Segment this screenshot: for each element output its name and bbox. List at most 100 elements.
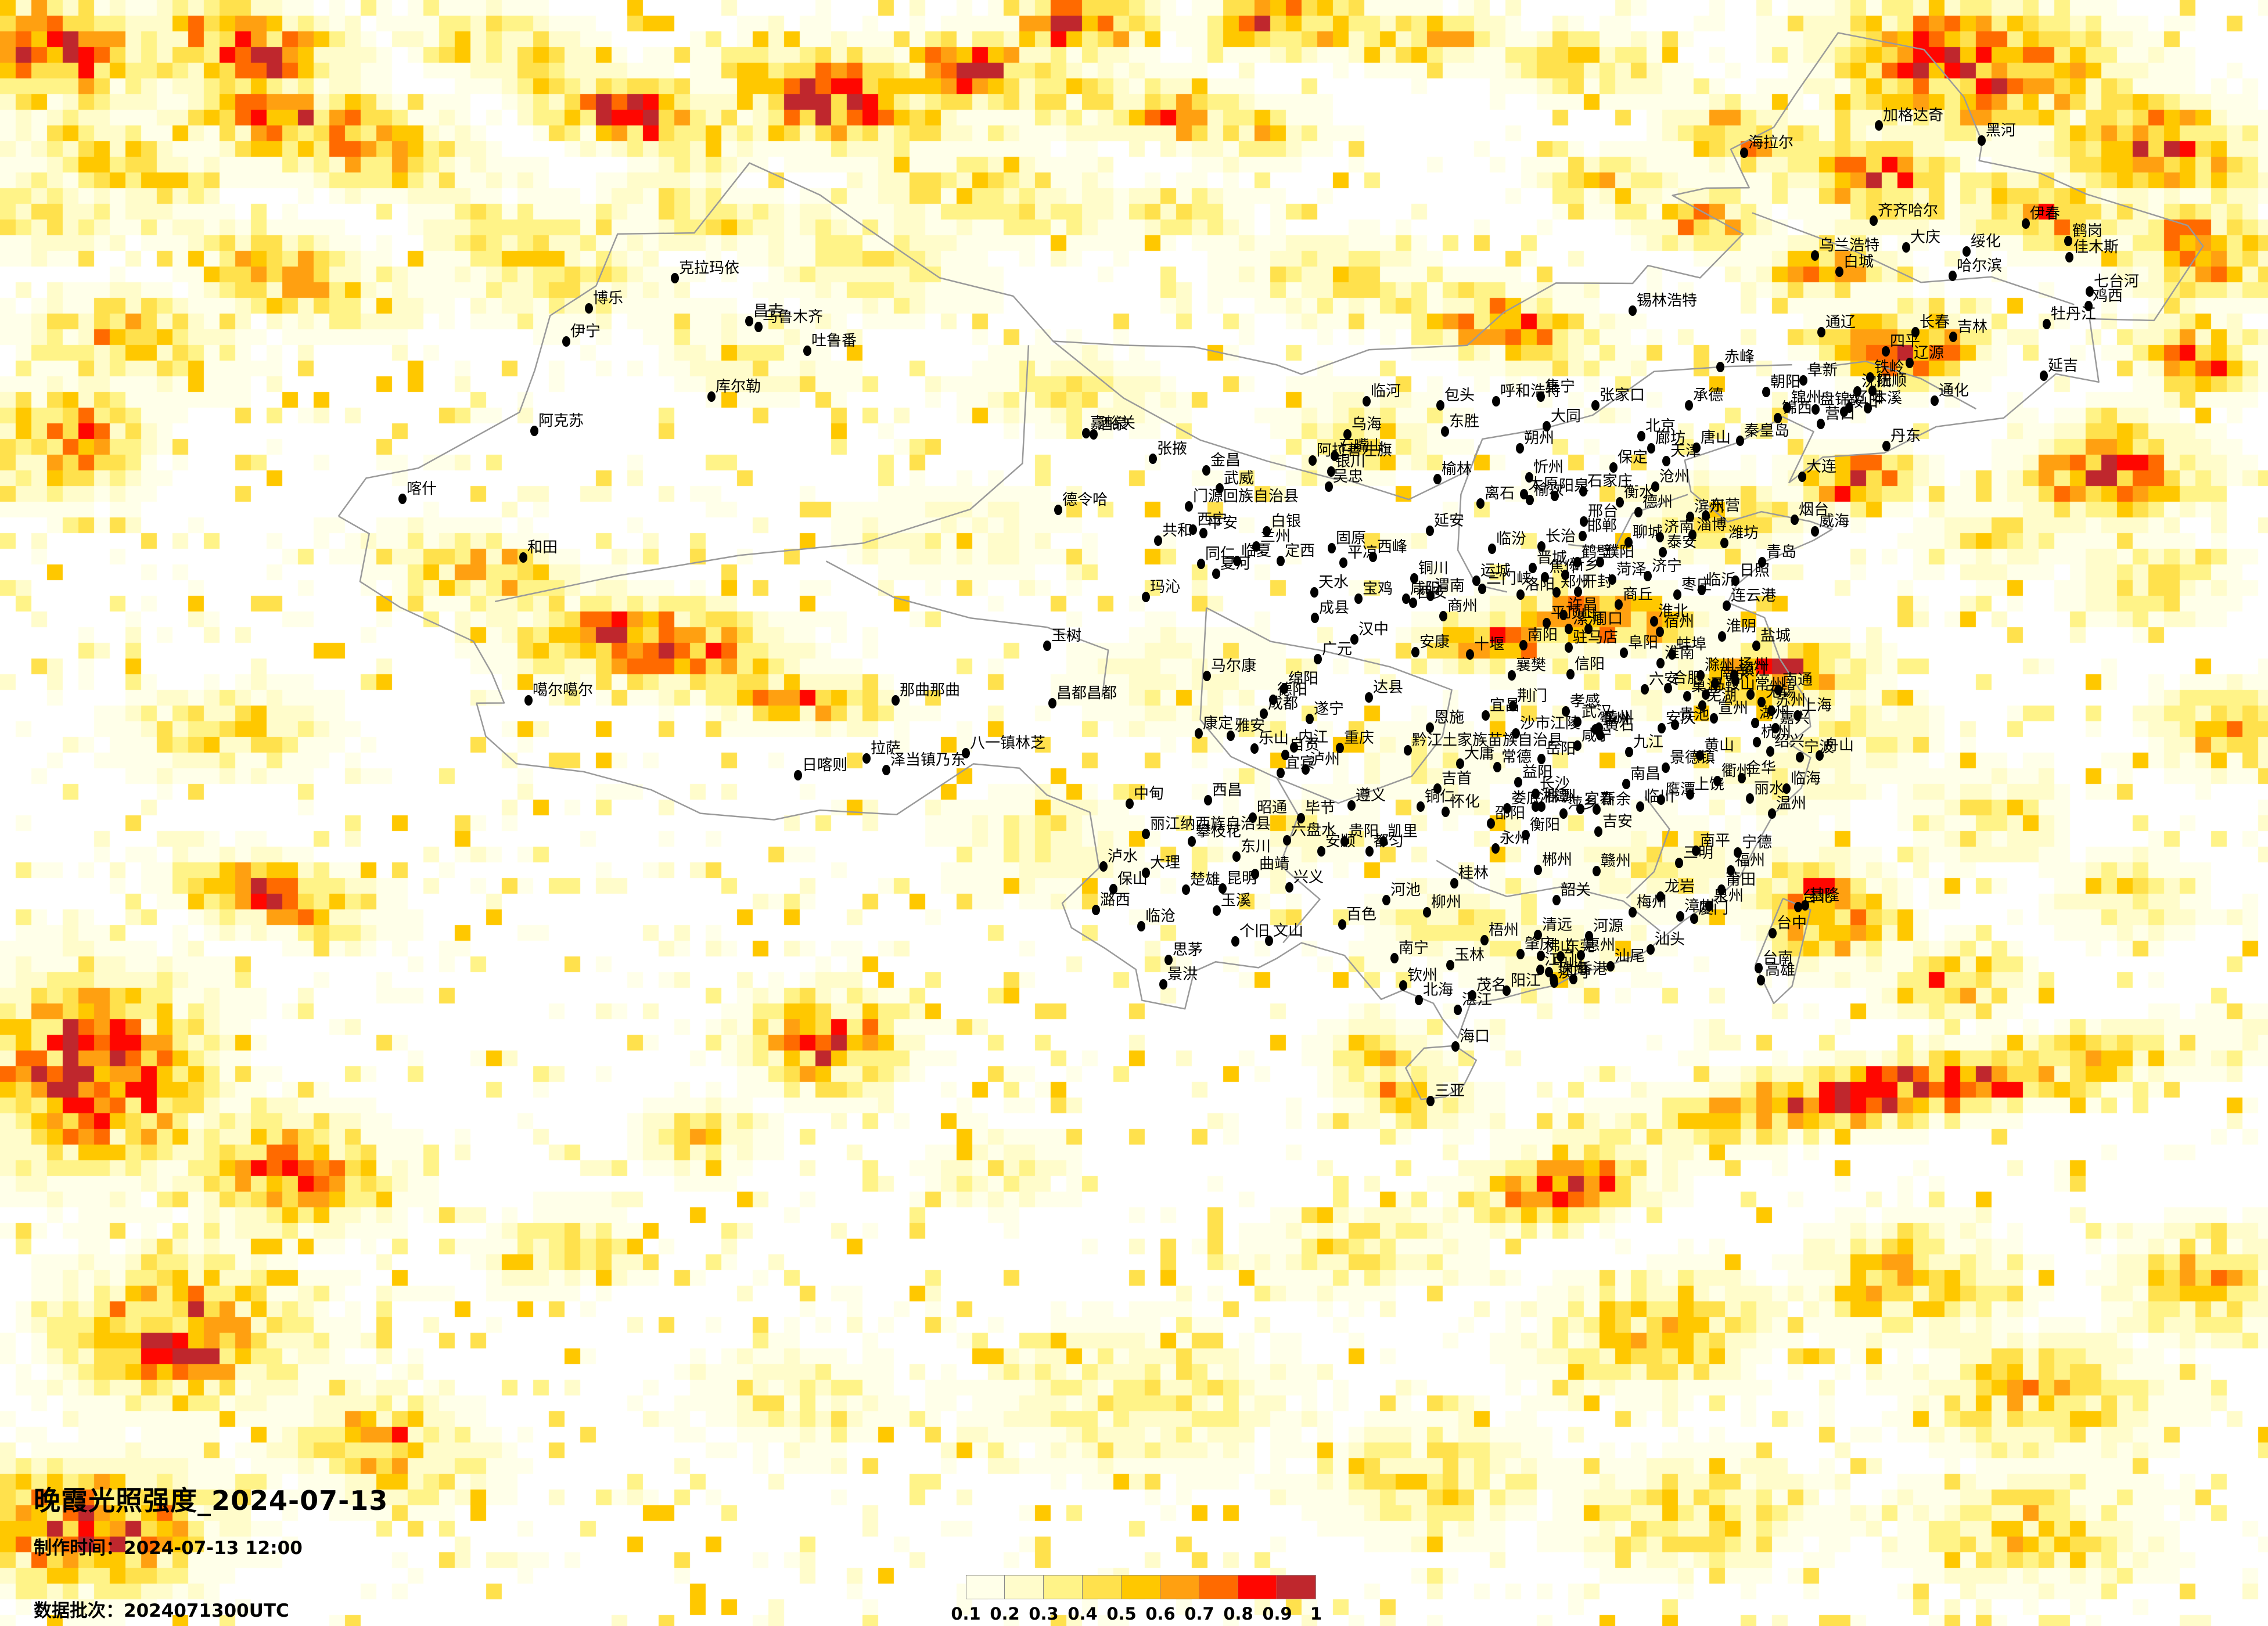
city-label: 鄂州 (1600, 711, 1630, 728)
city-dot (1658, 723, 1666, 733)
city-label: 锦西 (1782, 400, 1813, 417)
city-dot (1593, 804, 1601, 815)
city-dot (1493, 762, 1501, 772)
city-label: 永州 (1500, 830, 1530, 847)
city-dot (1641, 684, 1649, 695)
city-label: 南宁 (1399, 940, 1429, 957)
city-dot (1390, 953, 1399, 963)
city-dot (1149, 454, 1157, 464)
data-batch-label: 数据批次： (34, 1600, 124, 1621)
city-dot (1328, 543, 1336, 553)
city-label: 河源 (1593, 918, 1624, 935)
city-label: 昌吉 (753, 303, 784, 320)
city-label: 三亚 (1435, 1082, 1465, 1100)
city-label: 鞍山 (1848, 393, 1879, 411)
city-dot (530, 426, 538, 436)
city-label: 平安 (1207, 515, 1238, 532)
city-label: 三明 (1683, 844, 1714, 862)
city-label: 噶尔噶尔 (533, 682, 594, 699)
city-dot (1573, 717, 1582, 727)
city-label: 怀化 (1450, 793, 1480, 811)
city-dot (1624, 537, 1633, 548)
city-label: 遂宁 (1314, 700, 1345, 718)
city-dot (1277, 768, 1285, 778)
city-dot (1656, 891, 1665, 902)
city-label: 加格达奇 (1883, 107, 1944, 124)
city-dot (1354, 593, 1363, 604)
city-label: 兴义 (1293, 869, 1324, 886)
city-label: 东川 (1241, 838, 1271, 855)
city-label: 辽阳 (1853, 389, 1884, 406)
city-dot (1382, 895, 1390, 905)
city-label: 景洪 (1167, 966, 1198, 983)
city-dot (1265, 936, 1273, 946)
city-label: 遵义 (1356, 787, 1386, 804)
city-label: 合肥 (1672, 670, 1703, 687)
city-label: 赤峰 (1724, 348, 1755, 366)
city-dot (1616, 497, 1624, 508)
city-label: 中甸 (1134, 785, 1164, 803)
city-dot (1454, 1005, 1462, 1015)
city-label: 六安 (1649, 671, 1680, 688)
city-dot (1811, 526, 1819, 537)
legend-swatch (1122, 1575, 1160, 1599)
city-dot (1311, 613, 1319, 623)
city-label: 抚顺 (1877, 372, 1907, 390)
city-dot (1526, 495, 1534, 505)
city-dot (1577, 950, 1585, 961)
city-dot (1835, 267, 1843, 277)
legend-swatch (1199, 1575, 1238, 1599)
city-dot (1746, 793, 1754, 804)
city-label: 百色 (1346, 906, 1377, 923)
city-dot (1456, 758, 1464, 769)
data-batch-line: 数据批次：2024071300UTC (34, 1596, 289, 1622)
province-border-path (1457, 445, 1507, 593)
city-dot (1442, 807, 1450, 817)
city-dot (1363, 396, 1371, 406)
city-label: 南通 (1782, 671, 1813, 689)
city-dot (754, 322, 763, 332)
legend-tick-label: 0.1 (951, 1604, 981, 1624)
city-dot (1314, 654, 1322, 664)
city-dot (1720, 538, 1728, 548)
city-label: 衡阳 (1530, 816, 1561, 834)
city-label: 曲靖 (1259, 855, 1290, 873)
city-label: 丽江纳西族自治县 (1150, 815, 1271, 833)
city-label: 宜昌 (1490, 697, 1521, 714)
city-label: 台中 (1777, 915, 1807, 932)
city-dot (1734, 847, 1742, 858)
city-dot (2084, 301, 2093, 311)
city-label: 赣州 (1601, 852, 1631, 870)
city-label: 桂林 (1458, 865, 1489, 882)
city-dot (1755, 963, 1763, 973)
city-label: 湖州 (1759, 704, 1790, 722)
city-label: 泸州 (1310, 751, 1340, 768)
legend-swatch (1277, 1575, 1316, 1599)
city-dot (1379, 836, 1388, 847)
city-label: 安顺 (1325, 833, 1356, 850)
city-label: 阿克苏 (538, 412, 584, 430)
city-dot (1868, 386, 1877, 396)
city-dot (1426, 1096, 1435, 1106)
city-dot (1793, 710, 1802, 721)
city-dot (1552, 895, 1561, 905)
city-label: 北京 (1645, 418, 1676, 435)
city-dot (1512, 728, 1520, 739)
city-label: 益阳 (1522, 764, 1553, 781)
city-dot (1629, 907, 1637, 918)
city-label: 长治 (1545, 528, 1576, 545)
city-dot (1791, 515, 1799, 525)
city-dot (1426, 591, 1435, 601)
legend-tick-label: 0.5 (1106, 1604, 1137, 1624)
city-label: 九江 (1633, 733, 1664, 751)
city-label: 宣州 (1718, 700, 1749, 717)
city-label: 金昌 (1210, 452, 1241, 469)
city-label: 共和 (1162, 522, 1193, 539)
city-label: 大同 (1551, 408, 1582, 425)
city-dot (1659, 547, 1667, 557)
city-dot (1232, 851, 1241, 862)
city-label: 连云港 (1731, 587, 1777, 605)
city-label: 铁岭 (1874, 359, 1905, 376)
city-dot (1426, 722, 1434, 733)
city-dot (1347, 800, 1356, 811)
